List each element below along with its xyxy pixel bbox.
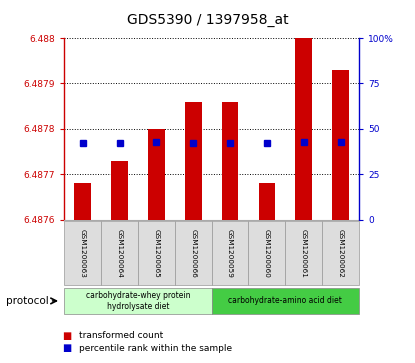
Text: GSM1200063: GSM1200063	[80, 229, 86, 278]
Text: ■: ■	[62, 331, 71, 341]
Text: GSM1200060: GSM1200060	[264, 229, 270, 278]
Bar	[295, 0, 312, 220]
Text: transformed count: transformed count	[79, 331, 163, 340]
Text: carbohydrate-whey protein
hydrolysate diet: carbohydrate-whey protein hydrolysate di…	[86, 291, 190, 311]
Text: GSM1200061: GSM1200061	[301, 229, 307, 278]
Text: carbohydrate-amino acid diet: carbohydrate-amino acid diet	[228, 297, 342, 305]
Text: percentile rank within the sample: percentile rank within the sample	[79, 344, 232, 353]
Bar	[332, 70, 349, 220]
Text: GSM1200059: GSM1200059	[227, 229, 233, 278]
Text: GDS5390 / 1397958_at: GDS5390 / 1397958_at	[127, 13, 288, 27]
Bar	[111, 160, 128, 220]
Text: protocol: protocol	[6, 296, 49, 306]
Text: GSM1200062: GSM1200062	[337, 229, 344, 278]
Text: GSM1200064: GSM1200064	[117, 229, 122, 278]
Bar	[259, 183, 275, 220]
Text: GSM1200066: GSM1200066	[190, 229, 196, 278]
Text: ■: ■	[62, 343, 71, 354]
Bar	[74, 183, 91, 220]
Bar	[222, 102, 238, 220]
Text: GSM1200065: GSM1200065	[154, 229, 159, 278]
Bar	[148, 129, 165, 220]
Bar	[185, 102, 202, 220]
